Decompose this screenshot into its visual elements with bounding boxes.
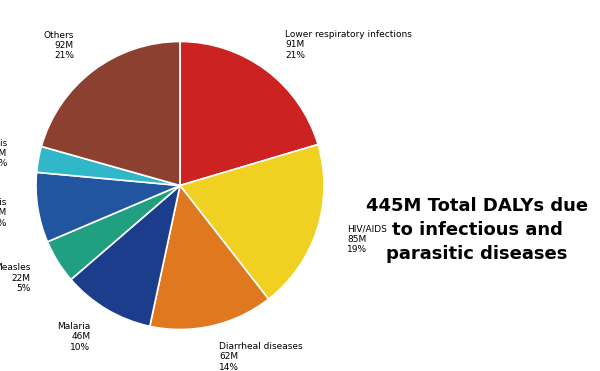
Wedge shape [180,42,318,186]
Text: 445M Total DALYs due
to infectious and
parasitic diseases: 445M Total DALYs due to infectious and p… [366,197,588,263]
Text: Lower respiratory infections
91M
21%: Lower respiratory infections 91M 21% [285,30,412,60]
Wedge shape [37,147,180,186]
Wedge shape [41,42,180,186]
Text: HIV/AIDS
85M
19%: HIV/AIDS 85M 19% [347,224,387,254]
Text: Malaria
46M
10%: Malaria 46M 10% [57,322,91,351]
Text: Diarrheal diseases
62M
14%: Diarrheal diseases 62M 14% [219,342,303,371]
Text: Others
92M
21%: Others 92M 21% [44,30,74,60]
Wedge shape [47,186,180,279]
Wedge shape [180,144,324,299]
Text: Pertussis
13M
3%: Pertussis 13M 3% [0,139,7,168]
Text: Measles
22M
5%: Measles 22M 5% [0,263,31,293]
Wedge shape [71,186,180,326]
Wedge shape [150,186,269,329]
Text: Tuberculosis
35M
8%: Tuberculosis 35M 8% [0,198,7,227]
Wedge shape [36,173,180,242]
